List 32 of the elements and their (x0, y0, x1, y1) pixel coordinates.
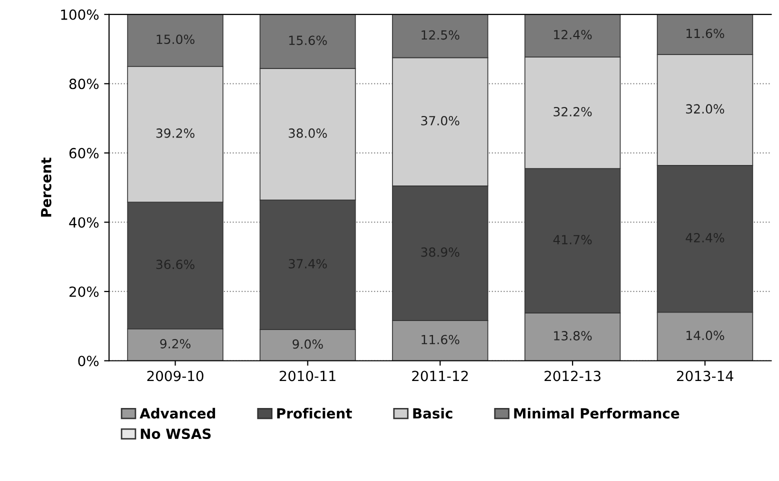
data-label: 38.0% (288, 128, 327, 138)
y-tick-label: 100% (61, 9, 99, 20)
y-tick-label: 60% (69, 148, 99, 158)
legend-label: No WSAS (140, 428, 211, 440)
data-label: 12.4% (554, 30, 592, 40)
data-label: 11.6% (686, 28, 724, 38)
data-label: 9.2% (160, 338, 190, 348)
y-tick-label: 20% (69, 286, 99, 297)
y-tick-label: 40% (69, 217, 99, 228)
y-axis-title: Percent (41, 158, 52, 217)
data-label: 32.0% (686, 104, 724, 114)
x-tick-label: 2013-14 (676, 370, 734, 382)
data-label: 15.6% (289, 36, 327, 46)
legend-label: Proficient (277, 408, 352, 419)
legend-label: Minimal Performance (514, 408, 680, 419)
x-tick-label: 2010-11 (280, 370, 336, 382)
data-label: 32.2% (554, 106, 592, 116)
data-label: 9.0% (292, 339, 323, 349)
data-label: 12.5% (422, 30, 460, 40)
legend-label: Basic (413, 408, 452, 419)
legend-label: Advanced (140, 408, 216, 419)
y-tick-label: 80% (69, 78, 99, 90)
data-label: 14.0% (686, 330, 724, 340)
y-tick-label: 0% (78, 356, 99, 366)
data-label: 13.8% (554, 331, 592, 340)
x-tick-label: 2009-10 (147, 370, 204, 382)
data-label: 15.0% (156, 34, 194, 44)
data-label: 37.0% (421, 116, 460, 126)
x-tick-label: 2012-13 (544, 370, 600, 382)
x-tick-label: 2011-12 (412, 370, 468, 382)
data-label: 39.2% (156, 128, 194, 138)
data-label: 11.6% (422, 334, 460, 344)
